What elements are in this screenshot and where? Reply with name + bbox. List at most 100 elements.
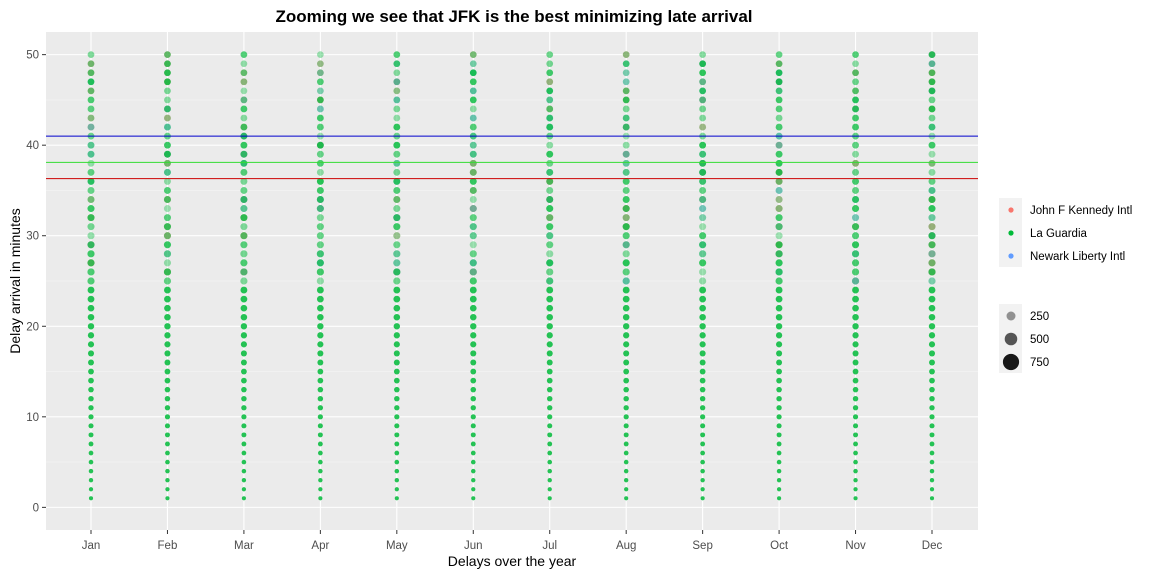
data-point <box>546 114 554 122</box>
data-point <box>851 259 860 267</box>
data-point <box>469 69 477 77</box>
data-point <box>241 405 247 411</box>
data-point <box>546 350 553 357</box>
y-tick-label: 30 <box>26 231 39 243</box>
data-point <box>393 114 401 122</box>
x-tick-label: Sep <box>692 540 712 552</box>
data-point <box>240 359 247 366</box>
data-point <box>393 232 401 240</box>
data-point <box>316 241 324 249</box>
data-point <box>699 177 707 185</box>
data-point <box>928 223 936 231</box>
data-point <box>776 341 783 348</box>
data-point <box>928 168 936 176</box>
data-point <box>469 268 477 276</box>
data-point <box>622 250 630 258</box>
data-point <box>240 195 248 204</box>
data-point <box>852 214 860 222</box>
data-point <box>622 51 630 58</box>
size-legend-label: 500 <box>1030 334 1049 346</box>
data-point <box>929 496 935 501</box>
chart-title: Zooming we see that JFK is the best mini… <box>275 7 752 26</box>
data-point <box>775 304 783 312</box>
data-point <box>699 205 707 213</box>
data-point <box>851 241 860 249</box>
data-point <box>546 69 554 77</box>
data-point <box>852 60 859 68</box>
data-point <box>852 69 859 77</box>
data-point <box>394 450 400 456</box>
data-point <box>851 268 860 276</box>
data-point <box>852 87 859 95</box>
data-point <box>394 478 399 483</box>
data-point <box>928 51 936 58</box>
data-point <box>165 441 170 447</box>
data-point <box>87 350 95 357</box>
data-point <box>547 395 553 402</box>
data-point <box>622 205 630 213</box>
data-point <box>699 332 706 339</box>
data-point <box>928 295 936 303</box>
data-point <box>240 186 248 194</box>
data-point <box>928 268 936 276</box>
data-point <box>853 496 858 501</box>
data-point <box>928 332 936 339</box>
data-point <box>699 250 707 258</box>
data-point <box>775 268 783 276</box>
data-point <box>316 87 324 95</box>
data-point <box>316 87 324 95</box>
x-tick-label: Jun <box>464 540 483 552</box>
data-point <box>240 268 248 276</box>
data-point <box>776 350 783 357</box>
data-point <box>699 114 707 122</box>
data-point <box>699 60 706 68</box>
size-legend-label: 250 <box>1030 311 1049 323</box>
data-point <box>699 341 706 348</box>
data-point <box>700 468 705 474</box>
data-point <box>164 323 171 330</box>
data-point <box>393 223 401 231</box>
data-point <box>316 69 324 77</box>
data-point <box>546 168 554 176</box>
data-point <box>852 186 860 194</box>
x-axis-title: Delays over the year <box>448 553 577 569</box>
data-point <box>928 223 936 231</box>
data-point <box>88 432 94 438</box>
data-point <box>622 105 630 113</box>
data-point <box>469 205 477 213</box>
data-point <box>776 405 782 411</box>
data-point <box>699 313 706 321</box>
data-point <box>775 223 783 231</box>
x-tick-label: Nov <box>845 540 866 552</box>
data-point <box>622 232 630 240</box>
data-point <box>622 277 630 285</box>
data-point <box>699 259 707 267</box>
data-point <box>240 78 248 86</box>
x-tick-label: Oct <box>770 540 789 552</box>
data-point <box>87 159 95 167</box>
data-point <box>775 277 783 285</box>
data-point <box>164 414 171 420</box>
data-point <box>928 259 936 267</box>
data-point <box>853 450 858 456</box>
y-tick-label: 40 <box>26 140 39 152</box>
data-point <box>776 377 782 384</box>
data-point <box>164 359 171 366</box>
data-point <box>928 241 936 249</box>
data-point <box>622 195 630 204</box>
data-point <box>852 395 859 402</box>
data-point <box>471 468 476 474</box>
data-point <box>699 241 707 249</box>
data-point <box>316 259 324 267</box>
data-point <box>700 478 705 483</box>
data-point <box>87 114 95 122</box>
data-point <box>699 323 706 330</box>
data-point <box>164 69 171 77</box>
data-point <box>393 268 401 276</box>
data-point <box>546 214 554 222</box>
data-point <box>622 241 630 249</box>
data-point <box>852 205 860 213</box>
data-point <box>87 177 95 185</box>
data-point <box>393 341 400 348</box>
data-point <box>852 332 859 339</box>
